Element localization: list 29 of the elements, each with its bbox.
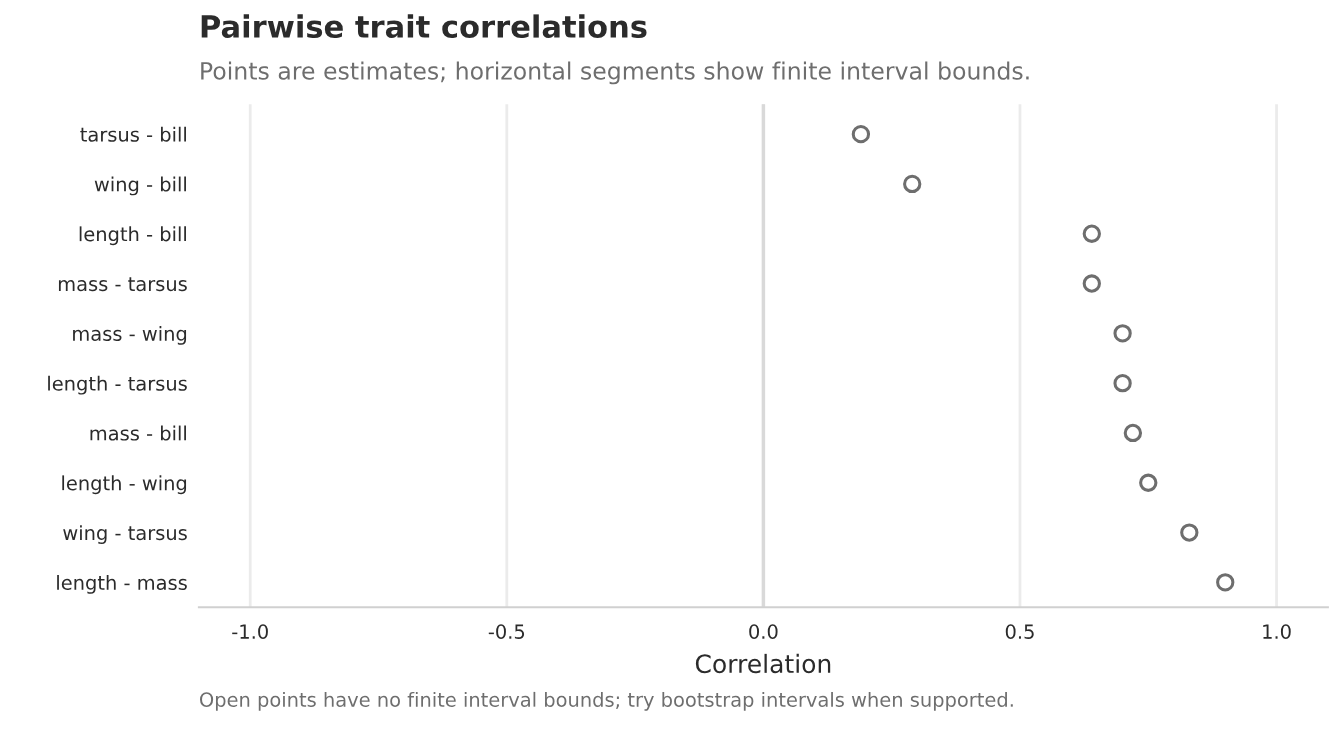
- y-tick-label: mass - wing: [73, 325, 187, 345]
- y-tick-label: mass - tarsus: [58, 277, 187, 292]
- y-tick-label: length - wing: [62, 475, 187, 495]
- x-tick-label: 1.0: [1263, 624, 1291, 639]
- point: [1123, 423, 1143, 443]
- y-tick-label: length - bill: [79, 226, 186, 246]
- point: [903, 174, 922, 194]
- point: [1082, 224, 1101, 243]
- point: [1139, 473, 1158, 492]
- chart-title: Pairwise trait correlations: [201, 14, 647, 39]
- chart-subtitle: Points are estimates; horizontal segments show finite interval bounds.: [201, 61, 1029, 85]
- x-tick-label: -1.0: [232, 624, 268, 639]
- point: [851, 124, 871, 144]
- point: [1180, 523, 1199, 542]
- point: [1082, 274, 1101, 293]
- point: [1113, 373, 1132, 393]
- point: [1113, 324, 1132, 343]
- text: Open points have no finite interval bounds; try bootstrap intervals when supported.: [200, 691, 1013, 711]
- x-tick-label: 0.5: [1005, 624, 1034, 639]
- x-axis-title: Correlation: [695, 653, 831, 674]
- y-tick-label: length - mass: [57, 574, 187, 594]
- x-tick-label: -0.5: [488, 624, 525, 639]
- point: [1216, 573, 1235, 592]
- x-tick-label: 0.0: [749, 624, 778, 639]
- y-tick-label: wing - bill: [94, 176, 186, 196]
- y-tick-label: wing - tarsus: [63, 525, 187, 544]
- y-tick-label: length - tarsus: [48, 375, 187, 395]
- y-tick-label: tarsus - bill: [80, 126, 186, 142]
- y-tick-label: mass - bill: [90, 425, 186, 441]
